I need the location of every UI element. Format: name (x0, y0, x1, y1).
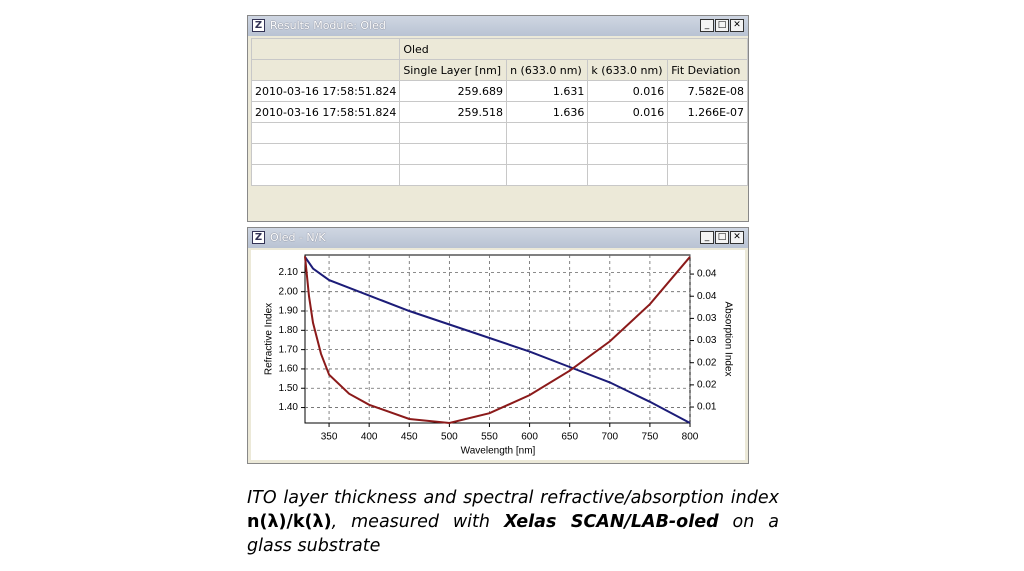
cell[interactable]: 259.689 (399, 80, 508, 102)
minimize[interactable]: _ (700, 19, 714, 32)
column-header[interactable]: Single Layer [nm] (399, 59, 508, 81)
results-window: Z Results Module: Oled _ □ ✕ Oled Single La… (247, 15, 749, 222)
cell[interactable]: 1.266E-07 (667, 101, 748, 123)
close[interactable]: ✕ (730, 19, 744, 32)
column-header[interactable]: n (633.0 nm) (506, 59, 589, 81)
caption-text: ITO layer thickness and spectral refract… (247, 488, 779, 508)
close[interactable]: ✕ (730, 231, 744, 244)
maximize[interactable]: □ (715, 19, 729, 32)
minimize[interactable]: _ (700, 231, 714, 244)
window-title: Oled - N/K (270, 231, 326, 244)
cell[interactable]: 259.518 (399, 101, 508, 123)
caption: ITO layer thickness and spectral refract… (247, 486, 779, 558)
cell[interactable]: 1.636 (506, 101, 589, 123)
cell[interactable]: 1.631 (506, 80, 589, 102)
cell[interactable]: 0.016 (587, 101, 669, 123)
caption-text: on a glass substrate (247, 512, 779, 556)
caption-text: , measured with (331, 512, 504, 532)
cell[interactable]: 7.582E-08 (667, 80, 748, 102)
window-title: Results Module: Oled (270, 19, 386, 32)
caption-bold: n(λ)/k(λ) (247, 512, 332, 532)
column-header[interactable]: Fit Deviation (667, 59, 748, 81)
cell[interactable]: 0.016 (587, 80, 669, 102)
maximize[interactable]: □ (715, 231, 729, 244)
column-header[interactable]: k (633.0 nm) (587, 59, 669, 81)
chart-window: Z Oled - N/K _ □ ✕ (247, 227, 749, 464)
caption-bold: Xelas SCAN/LAB-oled (503, 512, 719, 532)
group-header: Oled (399, 38, 748, 60)
title-bar: Z Results Module: Oled _ □ ✕ (248, 16, 748, 36)
cell[interactable]: 2010-03-16 17:58:51.824 (250, 101, 401, 123)
cell[interactable]: 2010-03-16 17:58:51.824 (250, 80, 401, 102)
results-table: Oled Single Layer [nm] n (633.0 nm) k (6… (250, 38, 748, 186)
title-bar: Z Oled - N/K _ □ ✕ (248, 228, 748, 248)
